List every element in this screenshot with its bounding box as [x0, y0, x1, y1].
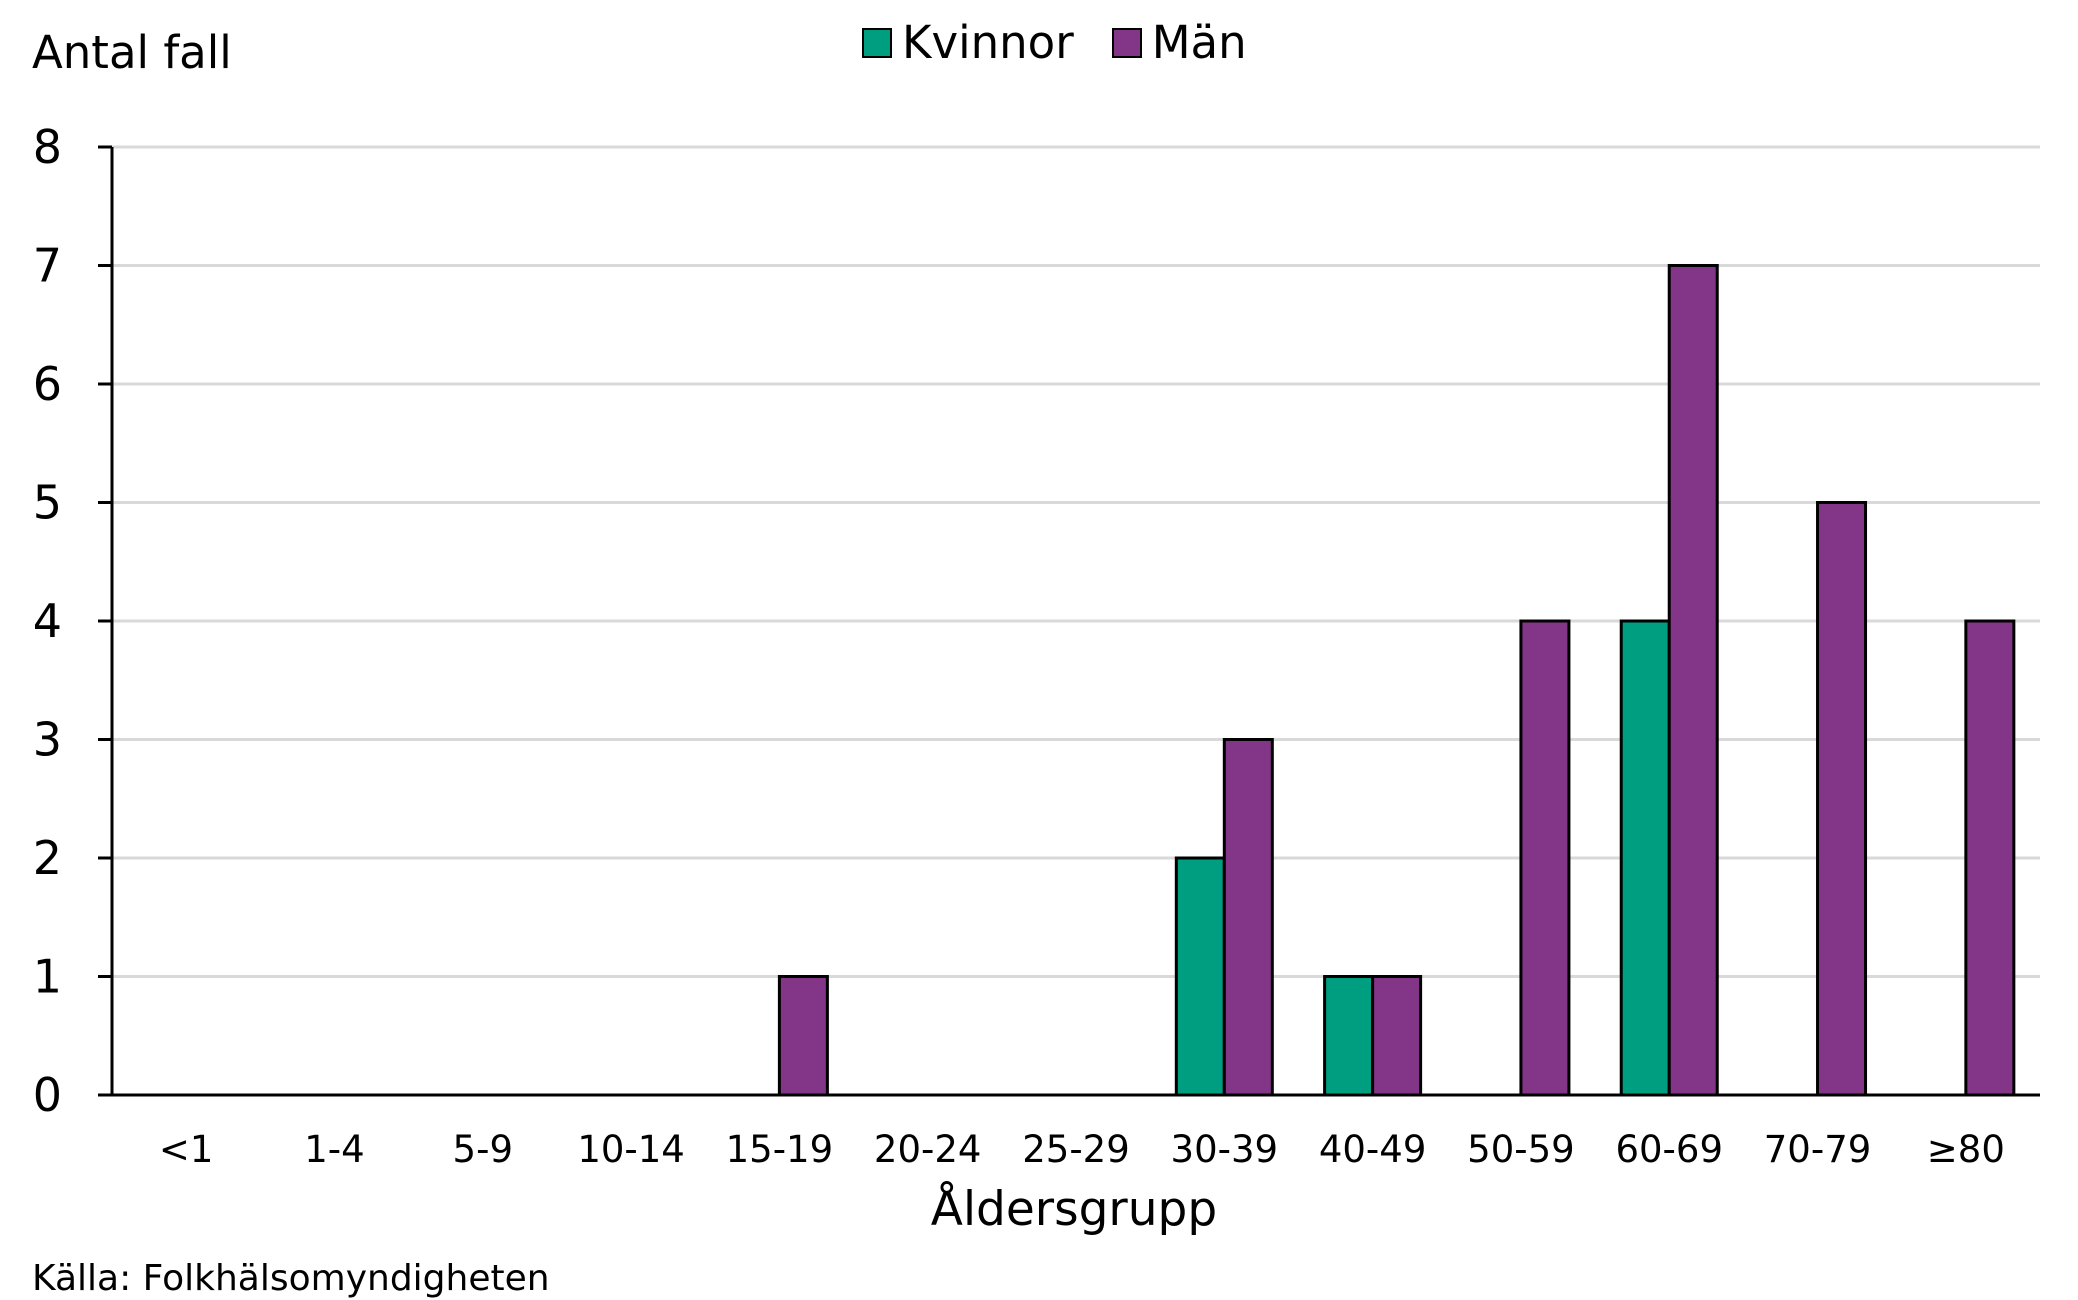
x-tick-label: 20-24	[874, 1128, 982, 1171]
y-tick-label: 8	[33, 120, 62, 174]
x-tick-label: 70-79	[1764, 1128, 1872, 1171]
x-tick-label: 40-49	[1319, 1128, 1427, 1171]
y-tick-label: 3	[33, 713, 62, 767]
y-tick-label: 6	[33, 357, 62, 411]
x-tick-label: 30-39	[1171, 1128, 1279, 1171]
x-tick-label: 5-9	[453, 1128, 513, 1171]
bar-man-70-79	[1816, 501, 1868, 1097]
bar-man-15-19	[777, 975, 829, 1097]
x-tick-label: 50-59	[1467, 1128, 1575, 1171]
bar-kvinnor-60-69	[1619, 619, 1671, 1097]
x-tick-label: 25-29	[1022, 1128, 1130, 1171]
bar-man-≥80	[1964, 619, 2016, 1097]
legend-entry-man: Män	[1111, 16, 1247, 69]
bar-man-30-39	[1222, 738, 1274, 1097]
x-tick-label: ≥80	[1927, 1128, 2005, 1171]
bar-kvinnor-30-39	[1174, 856, 1226, 1097]
x-axis-label: Åldersgrupp	[930, 1182, 1218, 1237]
y-tick-label: 1	[33, 950, 62, 1004]
legend-entry-kvinnor: Kvinnor	[862, 18, 1074, 68]
legend-label-kvinnor: Kvinnor	[902, 16, 1074, 69]
x-tick-label: <1	[159, 1128, 214, 1171]
y-tick-label: 7	[33, 239, 62, 293]
y-axis-label: Antal fall	[32, 26, 232, 79]
y-tick-label: 0	[33, 1068, 62, 1122]
bar-man-40-49	[1371, 975, 1423, 1097]
x-tick-label: 60-69	[1615, 1128, 1723, 1171]
x-tick-label: 15-19	[726, 1128, 834, 1171]
legend-swatch-man	[1111, 28, 1142, 58]
legend: Kvinnor Män	[862, 18, 1247, 68]
bar-man-50-59	[1519, 619, 1571, 1097]
bar-man-60-69	[1667, 264, 1719, 1097]
x-tick-label: 10-14	[577, 1128, 685, 1171]
x-tick-label: 1-4	[304, 1128, 364, 1171]
bar-kvinnor-40-49	[1323, 975, 1375, 1097]
y-tick-label: 2	[33, 831, 62, 885]
y-tick-label: 5	[33, 476, 62, 530]
y-tick-label: 4	[33, 594, 62, 648]
legend-label-man: Män	[1151, 16, 1247, 69]
source-note: Källa: Folkhälsomyndigheten	[32, 1258, 550, 1299]
legend-swatch-kvinnor	[862, 28, 892, 58]
